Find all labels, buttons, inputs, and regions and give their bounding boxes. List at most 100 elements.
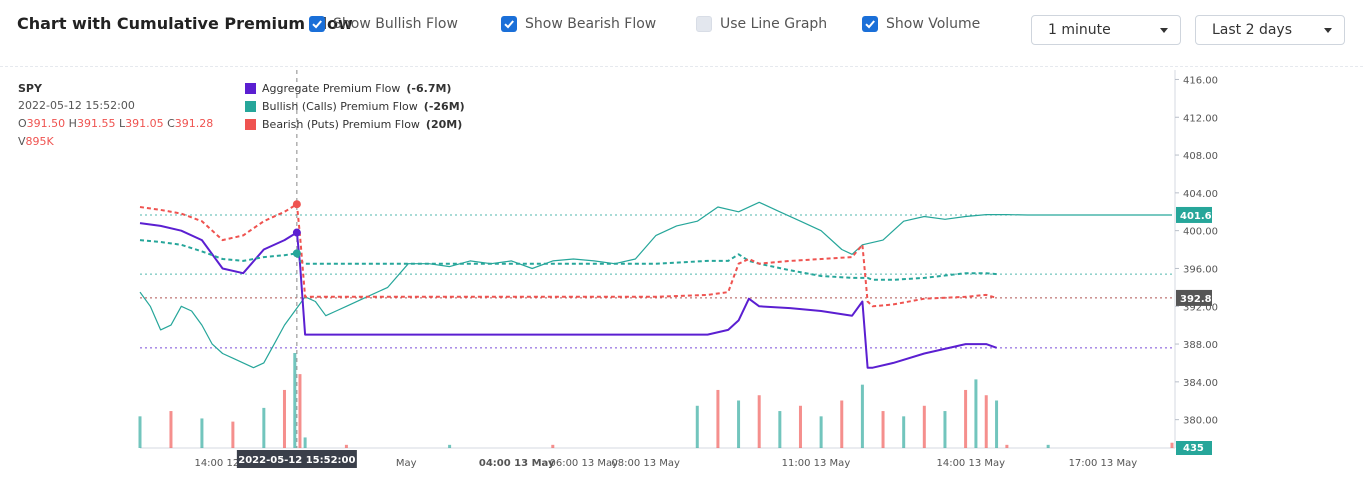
interval-select[interactable]: 1 minute bbox=[1031, 15, 1181, 45]
legend-aggregate: Aggregate Premium Flow (-6.7M) bbox=[245, 82, 451, 95]
volume-bar bbox=[200, 418, 204, 448]
y-tick-label: 412.00 bbox=[1183, 113, 1218, 124]
price-series-line bbox=[139, 201, 1172, 369]
chevron-down-icon bbox=[1160, 28, 1168, 33]
header-bar: Chart with Cumulative Premium Flow Show … bbox=[0, 0, 1363, 60]
x-tick-label: 17:00 13 May bbox=[1069, 458, 1138, 469]
bearish-flow-line bbox=[139, 203, 997, 308]
close-label: C bbox=[167, 117, 175, 130]
price-label-text: 401.66 bbox=[1180, 211, 1219, 222]
legend-swatch bbox=[245, 101, 256, 112]
legend-bearish: Bearish (Puts) Premium Flow (20M) bbox=[245, 118, 462, 131]
ohlc-volume: V895K bbox=[18, 135, 54, 148]
legend-swatch bbox=[245, 119, 256, 130]
y-tick-label: 396.00 bbox=[1183, 264, 1218, 275]
volume-bar bbox=[943, 411, 947, 448]
interval-select-value: 1 minute bbox=[1048, 22, 1111, 38]
y-tick-label: 388.00 bbox=[1183, 340, 1218, 351]
legend-bearish-name: Bearish (Puts) Premium Flow bbox=[262, 118, 420, 131]
legend-bullish: Bullish (Calls) Premium Flow (-26M) bbox=[245, 100, 465, 113]
crosshair-marker bbox=[292, 228, 301, 237]
volume-bar bbox=[798, 405, 802, 448]
checkbox-unchecked-icon[interactable] bbox=[696, 16, 712, 32]
ohlc-values: O391.50 H391.55 L391.05 C391.28 bbox=[18, 117, 213, 130]
volume-value: 895K bbox=[25, 135, 54, 148]
legend-swatch bbox=[245, 83, 256, 94]
y-tick-label: 408.00 bbox=[1183, 151, 1218, 162]
volume-bar bbox=[840, 400, 844, 448]
show-bullish-flow-label: Show Bullish Flow bbox=[333, 16, 458, 32]
show-volume-label: Show Volume bbox=[886, 16, 981, 32]
volume-bar bbox=[984, 395, 988, 448]
volume-bar bbox=[231, 421, 235, 448]
volume-bar bbox=[282, 389, 286, 448]
symbol-label: SPY bbox=[18, 82, 42, 95]
x-tick-label: 04:00 13 May bbox=[479, 458, 555, 469]
volume-bar bbox=[902, 416, 906, 448]
use-line-graph-option[interactable]: Use Line Graph bbox=[696, 16, 827, 32]
volume-bar bbox=[448, 444, 452, 448]
y-tick-label: 400.00 bbox=[1183, 227, 1218, 238]
show-bullish-flow-option[interactable]: Show Bullish Flow bbox=[309, 16, 458, 32]
volume-bar bbox=[778, 411, 782, 448]
volume-bar bbox=[995, 400, 999, 448]
volume-bar bbox=[1005, 444, 1009, 448]
volume-bar bbox=[860, 384, 864, 448]
header-divider bbox=[0, 66, 1363, 67]
volume-bar bbox=[819, 416, 823, 448]
volume-label: V bbox=[18, 135, 26, 148]
volume-bar bbox=[138, 416, 142, 448]
x-tick-label: 06:00 13 May bbox=[549, 458, 618, 469]
legend-bullish-value: (-26M) bbox=[423, 100, 465, 113]
crosshair-marker bbox=[292, 249, 301, 258]
volume-bar bbox=[298, 374, 302, 448]
volume-bar bbox=[262, 407, 266, 448]
volume-bar bbox=[737, 400, 741, 448]
show-bearish-flow-option[interactable]: Show Bearish Flow bbox=[501, 16, 656, 32]
checkbox-checked-icon[interactable] bbox=[862, 16, 878, 32]
chevron-down-icon bbox=[1324, 28, 1332, 33]
low-value: 391.05 bbox=[125, 117, 164, 130]
crosshair-time-label: 2022-05-12 15:52:00 bbox=[238, 455, 355, 466]
volume-bar bbox=[551, 444, 555, 448]
legend-aggregate-name: Aggregate Premium Flow bbox=[262, 82, 401, 95]
x-tick-label: 14:00 13 May bbox=[936, 458, 1005, 469]
volume-bar bbox=[1170, 442, 1174, 448]
range-select-value: Last 2 days bbox=[1212, 22, 1293, 38]
volume-bar bbox=[716, 389, 720, 448]
page-title: Chart with Cumulative Premium Flow bbox=[17, 14, 353, 33]
bullish-flow-line bbox=[139, 239, 997, 281]
volume-bar bbox=[922, 405, 926, 448]
price-label-box bbox=[1176, 206, 1212, 223]
show-bearish-flow-label: Show Bearish Flow bbox=[525, 16, 657, 32]
x-tick-label: 08:00 13 May bbox=[611, 458, 680, 469]
volume-bar bbox=[757, 395, 761, 448]
legend-bullish-name: Bullish (Calls) Premium Flow bbox=[262, 100, 418, 113]
volume-bar bbox=[881, 411, 885, 448]
low-label: L bbox=[118, 117, 126, 130]
aggregate-flow-line bbox=[139, 222, 997, 369]
high-value: 391.55 bbox=[76, 117, 116, 130]
volume-bar bbox=[974, 379, 978, 448]
price-label-text: 392.88 bbox=[1180, 294, 1219, 305]
y-tick-label: 392.00 bbox=[1183, 302, 1218, 313]
range-select[interactable]: Last 2 days bbox=[1195, 15, 1345, 45]
volume-label-text: 435 bbox=[1183, 443, 1204, 454]
checkbox-checked-icon[interactable] bbox=[309, 16, 325, 32]
high-label: H bbox=[68, 117, 77, 130]
volume-bar bbox=[695, 405, 699, 448]
x-tick-label: 14:00 12 May bbox=[194, 458, 263, 469]
volume-bar bbox=[344, 444, 348, 448]
volume-bar bbox=[169, 411, 173, 448]
y-tick-label: 380.00 bbox=[1183, 416, 1218, 427]
crosshair-time-box bbox=[236, 450, 357, 468]
volume-bar bbox=[303, 437, 307, 448]
x-tick-label: May bbox=[396, 458, 417, 469]
checkbox-checked-icon[interactable] bbox=[501, 16, 517, 32]
show-volume-option[interactable]: Show Volume bbox=[862, 16, 980, 32]
legend-bearish-value: (20M) bbox=[425, 118, 463, 131]
legend-aggregate-value: (-6.7M) bbox=[406, 82, 452, 95]
open-label: O bbox=[18, 117, 27, 130]
open-value: 391.50 bbox=[26, 117, 66, 130]
